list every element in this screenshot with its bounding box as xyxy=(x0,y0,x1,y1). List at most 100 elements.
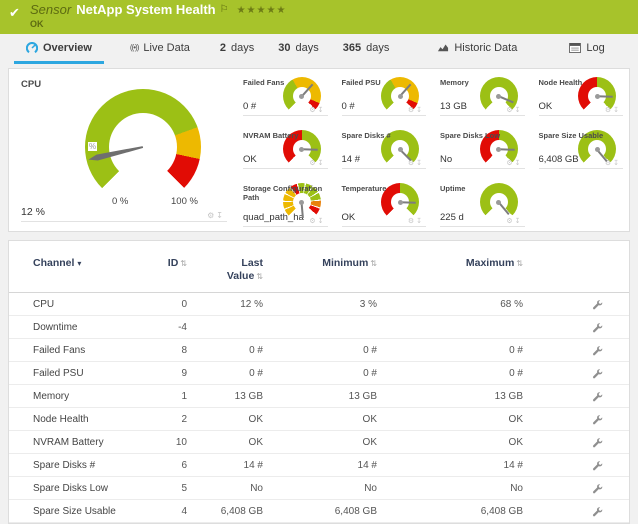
tile-actions[interactable]: ⚙↧ xyxy=(605,159,621,167)
gear-icon[interactable]: ⚙ xyxy=(309,107,318,114)
table-row[interactable]: Spare Disks Low 5 No No No xyxy=(9,477,629,501)
tile-actions[interactable]: ⚙↧ xyxy=(408,106,424,114)
cell-channel[interactable]: Memory xyxy=(33,390,70,402)
tile-actions[interactable]: ⚙↧ xyxy=(309,159,325,167)
tab-2-days[interactable]: 2 days xyxy=(208,34,266,64)
priority-stars[interactable]: ★★★★★ xyxy=(236,5,287,16)
tile-actions[interactable]: ⚙↧ xyxy=(506,217,522,225)
cell-actions[interactable] xyxy=(523,345,629,356)
gauge-tile[interactable]: Node Health OK ⚙↧ xyxy=(531,69,630,122)
wrench-icon[interactable] xyxy=(592,368,603,379)
gear-icon[interactable]: ⚙ xyxy=(506,218,515,225)
table-row[interactable]: Memory 1 13 GB 13 GB 13 GB xyxy=(9,385,629,409)
gear-icon[interactable]: ⚙ xyxy=(407,107,417,114)
wrench-icon[interactable] xyxy=(592,391,603,402)
gear-icon[interactable]: ⚙ xyxy=(604,160,614,167)
cell-channel[interactable]: Spare Size Usable xyxy=(33,505,116,517)
gauge-tile[interactable]: Uptime 225 d ⚙↧ xyxy=(432,175,531,233)
cell-channel[interactable]: Failed PSU xyxy=(33,367,84,379)
wrench-icon[interactable] xyxy=(592,299,603,310)
tab-365-days[interactable]: 365 days xyxy=(331,34,402,64)
tile-actions[interactable]: ⚙↧ xyxy=(408,217,424,225)
gauge-tile[interactable]: Spare Size Usable 6,408 GB ⚙↧ xyxy=(531,122,630,175)
pin-down-icon[interactable]: ↧ xyxy=(514,107,523,114)
gear-icon[interactable]: ⚙ xyxy=(309,218,318,225)
table-row[interactable]: CPU 0 12 % 3 % 68 % xyxy=(9,293,629,317)
column-header-last-value[interactable]: Last Value ⇅ xyxy=(226,257,263,283)
tab-live-data[interactable]: ((•)) Live Data xyxy=(118,34,202,64)
gear-icon[interactable]: ⚙ xyxy=(506,160,515,167)
wrench-icon[interactable] xyxy=(592,322,603,333)
tab-log[interactable]: Log xyxy=(557,34,616,64)
cell-actions[interactable] xyxy=(523,483,629,494)
cell-actions[interactable] xyxy=(523,506,629,517)
wrench-icon[interactable] xyxy=(592,460,603,471)
gear-icon[interactable]: ⚙ xyxy=(407,160,417,167)
cell-channel[interactable]: NVRAM Battery xyxy=(33,436,104,448)
wrench-icon[interactable] xyxy=(592,345,603,356)
wrench-icon[interactable] xyxy=(592,483,603,494)
pin-down-icon[interactable]: ↧ xyxy=(514,218,523,225)
gauge-tile[interactable]: Spare Disks Low No ⚙↧ xyxy=(432,122,531,175)
tile-actions[interactable]: ⚙↧ xyxy=(506,159,522,167)
gear-icon[interactable]: ⚙ xyxy=(506,107,515,114)
gauge-tile[interactable]: Spare Disks # 14 # ⚙↧ xyxy=(334,122,433,175)
pin-down-icon[interactable]: ↧ xyxy=(613,160,621,167)
gauge-tile[interactable]: Memory 13 GB ⚙↧ xyxy=(432,69,531,122)
pin-down-icon[interactable]: ↧ xyxy=(514,160,523,167)
pin-down-icon[interactable]: ↧ xyxy=(317,107,326,114)
tile-actions[interactable]: ⚙↧ xyxy=(506,106,522,114)
table-row[interactable]: Failed Fans 8 0 # 0 # 0 # xyxy=(9,339,629,363)
priority-flag-icon[interactable]: ⚐ xyxy=(219,4,229,15)
cell-actions[interactable] xyxy=(523,437,629,448)
cell-actions[interactable] xyxy=(523,460,629,471)
cell-channel[interactable]: CPU xyxy=(33,298,55,310)
gauge-tile-cpu[interactable]: CPU % 0 % 100 % 12 % ⚙↧ xyxy=(9,69,235,231)
tile-actions[interactable]: ⚙↧ xyxy=(309,217,325,225)
pin-down-icon[interactable]: ↧ xyxy=(416,218,424,225)
table-row[interactable]: Spare Disks # 6 14 # 14 # 14 # xyxy=(9,454,629,478)
gear-icon[interactable]: ⚙ xyxy=(407,218,417,225)
gear-icon[interactable]: ⚙ xyxy=(309,160,318,167)
cell-actions[interactable] xyxy=(523,322,629,333)
tile-actions[interactable]: ⚙↧ xyxy=(309,106,325,114)
wrench-icon[interactable] xyxy=(592,506,603,517)
cell-actions[interactable] xyxy=(523,368,629,379)
cell-channel[interactable]: Failed Fans xyxy=(33,344,86,356)
table-row[interactable]: NVRAM Battery 10 OK OK OK xyxy=(9,431,629,455)
pin-down-icon[interactable]: ↧ xyxy=(416,160,424,167)
tile-actions[interactable]: ⚙↧ xyxy=(408,159,424,167)
pin-down-icon[interactable]: ↧ xyxy=(317,160,326,167)
tab-historic-data[interactable]: Historic Data xyxy=(425,34,529,64)
tile-actions[interactable]: ⚙↧ xyxy=(605,106,621,114)
wrench-icon[interactable] xyxy=(592,414,603,425)
gauge-tile[interactable]: Failed PSU 0 # ⚙↧ xyxy=(334,69,433,122)
cell-channel[interactable]: Downtime xyxy=(33,321,78,333)
tab-overview[interactable]: Overview xyxy=(14,34,104,64)
cell-actions[interactable] xyxy=(523,414,629,425)
gauge-tile[interactable]: NVRAM Battery OK ⚙↧ xyxy=(235,122,334,175)
cell-channel[interactable]: Spare Disks # xyxy=(33,459,96,471)
pin-down-icon[interactable]: ↧ xyxy=(216,211,225,220)
tab-settings[interactable]: ⚙ Settings xyxy=(627,34,638,64)
table-row[interactable]: Downtime -4 xyxy=(9,316,629,340)
tile-actions[interactable]: ⚙↧ xyxy=(207,211,225,220)
cell-actions[interactable] xyxy=(523,391,629,402)
pin-down-icon[interactable]: ↧ xyxy=(613,107,621,114)
gauge-tile[interactable]: Failed Fans 0 # ⚙↧ xyxy=(235,69,334,122)
pin-down-icon[interactable]: ↧ xyxy=(317,218,326,225)
cell-channel[interactable]: Spare Disks Low xyxy=(33,482,109,494)
table-row[interactable]: Node Health 2 OK OK OK xyxy=(9,408,629,432)
gear-icon[interactable]: ⚙ xyxy=(604,107,614,114)
cell-actions[interactable] xyxy=(523,299,629,310)
column-header-channel[interactable]: Channel ▾ xyxy=(33,257,82,269)
gauge-tile[interactable]: Temperature OK ⚙↧ xyxy=(334,175,433,233)
table-row[interactable]: Failed PSU 9 0 # 0 # 0 # xyxy=(9,362,629,386)
gear-icon[interactable]: ⚙ xyxy=(207,211,217,220)
gauge-tile[interactable]: Storage Configuration Path quad_path_ha … xyxy=(235,175,334,233)
wrench-icon[interactable] xyxy=(592,437,603,448)
column-header-id[interactable]: ID ⇅ xyxy=(167,257,187,269)
pin-down-icon[interactable]: ↧ xyxy=(416,107,424,114)
cell-channel[interactable]: Node Health xyxy=(33,413,89,425)
tab-30-days[interactable]: 30 days xyxy=(266,34,331,64)
